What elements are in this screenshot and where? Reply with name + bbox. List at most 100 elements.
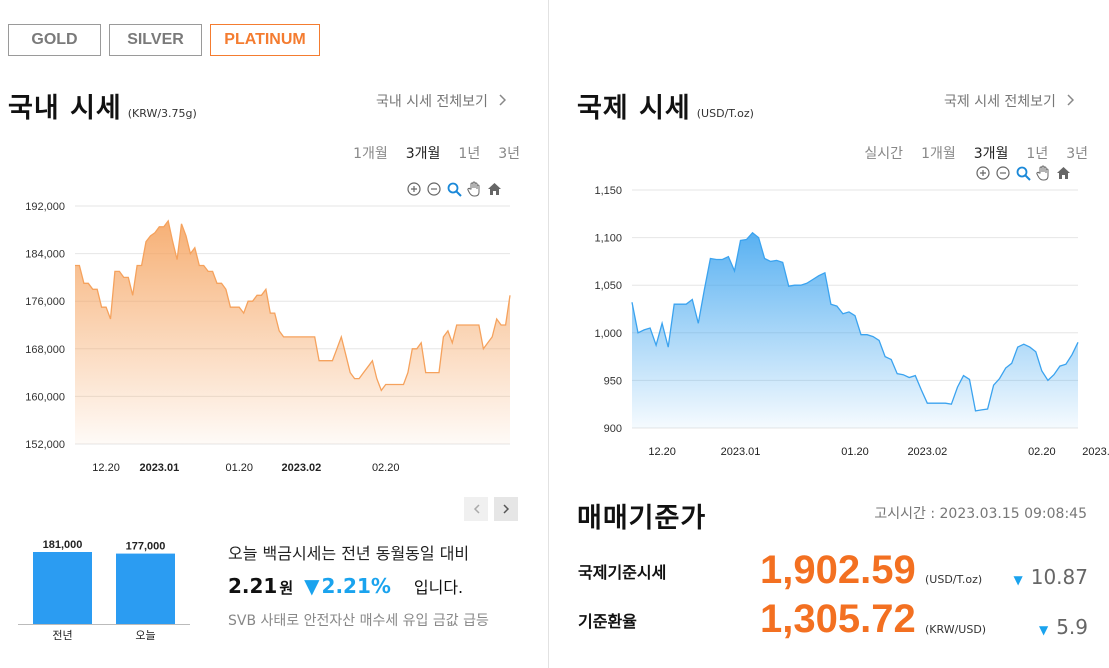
summary-intro: 오늘 백금시세는 전년 동월동일 대비 xyxy=(228,544,470,563)
domestic-period-1y[interactable]: 1년 xyxy=(458,146,481,162)
domestic-period-3m[interactable]: 3개월 xyxy=(405,146,441,162)
x-tick-label: 2023.02 xyxy=(281,462,321,474)
x-tick-label: 2023.01 xyxy=(721,446,761,458)
summary-currency: 원 xyxy=(279,579,294,597)
intl-period-tabs: 실시간 1개월 3개월 1년 3년 xyxy=(846,143,1088,163)
zoom-in-icon[interactable] xyxy=(406,181,422,197)
domestic-period-tabs: 1개월 3개월 1년 3년 xyxy=(335,143,520,163)
y-tick-label: 1,150 xyxy=(594,185,622,197)
y-tick-label: 1,100 xyxy=(594,233,622,245)
bar-category-label: 오늘 xyxy=(135,629,155,642)
summary-tail: 입니다. xyxy=(413,578,464,597)
y-tick-label: 160,000 xyxy=(25,391,65,403)
home-icon[interactable] xyxy=(486,181,502,197)
zoom-out-icon[interactable] xyxy=(995,165,1011,181)
intl-title-wrap: 국제 시세 (USD/T.oz) xyxy=(577,86,754,125)
x-tick-label: 2023.03 xyxy=(1082,446,1109,458)
intl-standard-change-value: 10.87 xyxy=(1030,565,1088,589)
x-tick-label: 01.20 xyxy=(841,446,869,458)
next-page-button[interactable] xyxy=(494,497,518,521)
x-tick-label: 02.20 xyxy=(1028,446,1056,458)
x-tick-label: 01.20 xyxy=(225,462,253,474)
tab-platinum[interactable]: PLATINUM xyxy=(210,24,320,56)
metal-tabs: GOLD SILVER PLATINUM xyxy=(8,24,320,56)
summary-percent: 2.21% xyxy=(321,574,391,598)
bar xyxy=(33,552,92,624)
series-area xyxy=(632,232,1078,428)
intl-period-3m[interactable]: 3개월 xyxy=(973,146,1009,162)
intl-period-1m[interactable]: 1개월 xyxy=(921,146,956,162)
x-tick-label: 12.20 xyxy=(648,446,676,458)
y-tick-label: 192,000 xyxy=(25,201,65,213)
column-divider xyxy=(548,0,549,668)
exchange-rate-value: 1,305.72 xyxy=(760,597,916,641)
standard-price-title: 매매기준가 xyxy=(577,503,707,534)
pager xyxy=(464,497,518,521)
down-arrow-icon: ▼ xyxy=(1013,573,1023,587)
exchange-rate-label: 기준환율 xyxy=(578,612,637,631)
pan-hand-icon[interactable] xyxy=(466,181,482,197)
domestic-period-1m[interactable]: 1개월 xyxy=(353,146,388,162)
magnifier-icon[interactable] xyxy=(446,181,462,197)
chevron-right-icon xyxy=(498,94,507,110)
bar-category-label: 전년 xyxy=(52,629,72,642)
summary-amount: 2.21 xyxy=(228,574,278,598)
domestic-period-3y[interactable]: 3년 xyxy=(498,146,520,162)
x-tick-label: 2023.01 xyxy=(139,462,179,474)
domestic-chart-toolbar xyxy=(406,181,502,197)
intl-view-all-label: 국제 시세 전체보기 xyxy=(944,94,1056,110)
x-tick-label: 12.20 xyxy=(92,462,120,474)
series-line xyxy=(75,219,511,392)
magnifier-icon[interactable] xyxy=(1015,165,1031,181)
bar-value-label: 177,000 xyxy=(126,541,166,553)
exchange-rate-change: ▼ 5.9 xyxy=(1039,615,1088,639)
intl-period-1y[interactable]: 1년 xyxy=(1026,146,1049,162)
bar-value-label: 181,000 xyxy=(43,539,83,551)
tab-silver[interactable]: SILVER xyxy=(109,24,202,56)
zoom-in-icon[interactable] xyxy=(975,165,991,181)
exchange-rate-change-value: 5.9 xyxy=(1056,615,1088,639)
intl-price-chart: 900 950 1,000 1,050 1,100 1,150 12.20 2023.01 01… xyxy=(594,185,1109,458)
intl-view-all-link[interactable]: 국제 시세 전체보기 xyxy=(944,91,1075,111)
y-tick-label: 152,000 xyxy=(25,439,65,451)
domestic-view-all-label: 국내 시세 전체보기 xyxy=(376,94,488,110)
intl-standard-unit: (USD/T.oz) xyxy=(925,573,983,586)
x-tick-label: 02.20 xyxy=(372,462,400,474)
intl-period-realtime[interactable]: 실시간 xyxy=(864,146,904,162)
y-tick-label: 950 xyxy=(604,375,622,387)
y-tick-label: 184,000 xyxy=(25,249,65,261)
y-tick-label: 1,050 xyxy=(594,280,622,292)
y-tick-label: 176,000 xyxy=(25,296,65,308)
series-line xyxy=(631,231,1079,412)
summary-down-arrow-icon: ▼ xyxy=(304,574,320,598)
y-tick-label: 1,000 xyxy=(594,328,622,340)
intl-chart-toolbar xyxy=(975,165,1071,181)
price-summary: 오늘 백금시세는 전년 동월동일 대비 2.21 원 ▼ 2.21% 입니다. SV… xyxy=(228,540,528,630)
domestic-price-chart: 152,000 160,000 168,000 176,000 184,000 192,0… xyxy=(25,201,511,474)
down-arrow-icon: ▼ xyxy=(1038,623,1049,637)
intl-standard-change: ▼ 10.87 xyxy=(1014,565,1089,589)
summary-change: 2.21 원 ▼ 2.21% 입니다. xyxy=(228,574,528,598)
home-icon[interactable] xyxy=(1055,165,1071,181)
chevron-right-icon xyxy=(1066,94,1075,110)
intl-standard-value: 1,902.59 xyxy=(760,548,916,592)
domestic-title-wrap: 국내 시세 (KRW/3.75g) xyxy=(8,86,197,125)
bar xyxy=(116,553,175,624)
pan-hand-icon[interactable] xyxy=(1035,165,1051,181)
notice-time: 고시시간 : 2023.03.15 09:08:45 xyxy=(874,506,1087,522)
exchange-rate-unit: (KRW/USD) xyxy=(925,623,987,636)
domestic-view-all-link[interactable]: 국내 시세 전체보기 xyxy=(376,91,507,111)
series-area xyxy=(75,220,510,444)
tab-gold[interactable]: GOLD xyxy=(8,24,101,56)
prev-page-button[interactable] xyxy=(464,497,488,521)
y-tick-label: 168,000 xyxy=(25,344,65,356)
intl-standard-label: 국제기준시세 xyxy=(578,563,667,582)
x-tick-label: 2023.02 xyxy=(907,446,947,458)
zoom-out-icon[interactable] xyxy=(426,181,442,197)
intl-title: 국제 시세 xyxy=(577,93,691,124)
domestic-title: 국내 시세 xyxy=(8,93,122,124)
intl-unit: (USD/T.oz) xyxy=(696,107,754,120)
news-headline[interactable]: SVB 사태로 안전자산 매수세 유입 금값 급등 xyxy=(228,613,489,629)
intl-period-3y[interactable]: 3년 xyxy=(1066,146,1088,162)
domestic-unit: (KRW/3.75g) xyxy=(127,107,197,120)
